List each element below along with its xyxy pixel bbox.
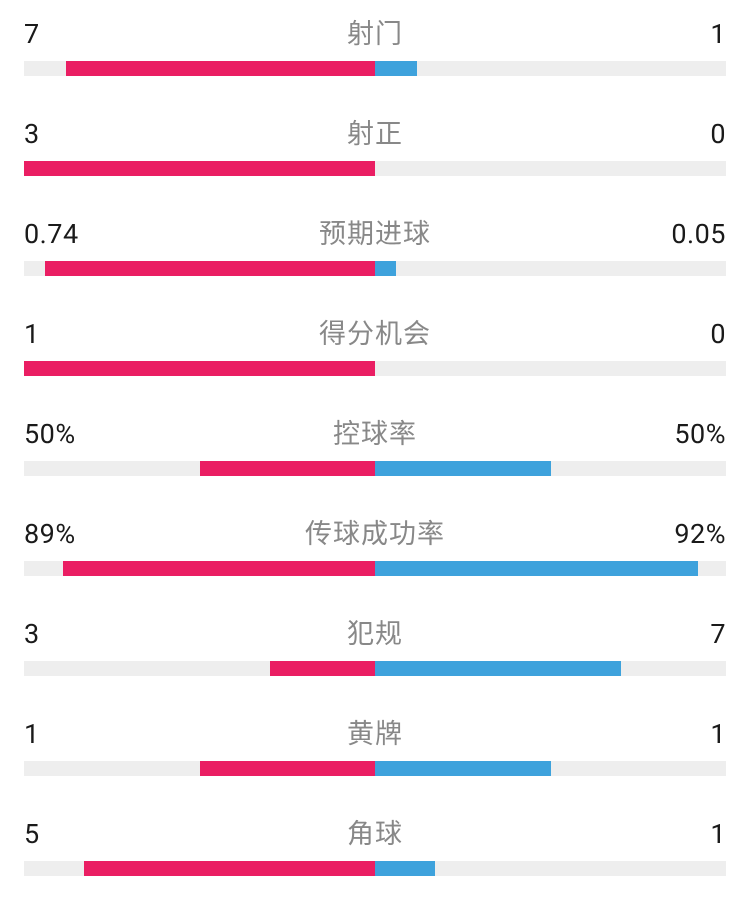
stat-header: 3犯规7 <box>24 612 726 651</box>
stat-bar-track <box>24 61 726 76</box>
stat-bar-track <box>24 461 726 476</box>
stat-bar-right-half <box>375 661 726 676</box>
stat-left-value: 50% <box>24 418 84 450</box>
stat-left-value: 0.74 <box>24 218 84 250</box>
stat-bar-track <box>24 861 726 876</box>
stat-bar-right-fill <box>375 661 621 676</box>
stat-bar-right-half <box>375 861 726 876</box>
stat-bar-left-half <box>24 61 375 76</box>
stat-header: 7射门1 <box>24 12 726 51</box>
stat-bar-right-fill <box>375 461 551 476</box>
stat-right-value: 1 <box>666 818 726 850</box>
stat-bar-left-half <box>24 561 375 576</box>
stat-left-value: 7 <box>24 18 84 50</box>
stat-left-value: 3 <box>24 118 84 150</box>
stat-right-value: 0 <box>666 118 726 150</box>
stat-bar-right-half <box>375 261 726 276</box>
stat-left-value: 1 <box>24 318 84 350</box>
stat-bar-left-fill <box>270 661 375 676</box>
stat-left-value: 1 <box>24 718 84 750</box>
stat-header: 89%传球成功率92% <box>24 512 726 551</box>
stat-right-value: 1 <box>666 18 726 50</box>
stat-right-value: 7 <box>666 618 726 650</box>
stat-bar-left-fill <box>200 761 376 776</box>
stat-bar-left-half <box>24 461 375 476</box>
stat-bar-right-half <box>375 561 726 576</box>
stat-row: 1得分机会0 <box>0 300 750 376</box>
stat-bar-left-fill <box>200 461 376 476</box>
stat-bar-left-half <box>24 161 375 176</box>
stat-bar-track <box>24 661 726 676</box>
stat-bar-right-half <box>375 761 726 776</box>
stat-bar-right-fill <box>375 861 435 876</box>
stat-bar-left-fill <box>45 261 375 276</box>
stat-label: 控球率 <box>84 412 666 451</box>
stat-label: 黄牌 <box>84 712 666 751</box>
match-stats-list: 7射门13射正00.74预期进球0.051得分机会050%控球率50%89%传球… <box>0 0 750 876</box>
stat-row: 0.74预期进球0.05 <box>0 200 750 276</box>
stat-header: 1黄牌1 <box>24 712 726 751</box>
stat-row: 3犯规7 <box>0 600 750 676</box>
stat-row: 5角球1 <box>0 800 750 876</box>
stat-bar-left-half <box>24 761 375 776</box>
stat-bar-left-half <box>24 361 375 376</box>
stat-row: 89%传球成功率92% <box>0 500 750 576</box>
stat-header: 0.74预期进球0.05 <box>24 212 726 251</box>
stat-bar-left-half <box>24 861 375 876</box>
stat-label: 得分机会 <box>84 312 666 351</box>
stat-right-value: 92% <box>666 518 726 550</box>
stat-right-value: 0 <box>666 318 726 350</box>
stat-bar-right-fill <box>375 761 551 776</box>
stat-bar-left-half <box>24 261 375 276</box>
stat-bar-left-fill <box>24 361 375 376</box>
stat-right-value: 0.05 <box>666 218 726 250</box>
stat-bar-right-fill <box>375 261 396 276</box>
stat-header: 1得分机会0 <box>24 312 726 351</box>
stat-bar-right-half <box>375 361 726 376</box>
stat-label: 预期进球 <box>84 212 666 251</box>
stat-bar-left-fill <box>66 61 375 76</box>
stat-bar-track <box>24 261 726 276</box>
stat-label: 射正 <box>84 112 666 151</box>
stat-bar-left-fill <box>84 861 375 876</box>
stat-label: 犯规 <box>84 612 666 651</box>
stat-label: 射门 <box>84 12 666 51</box>
stat-right-value: 50% <box>666 418 726 450</box>
stat-bar-track <box>24 761 726 776</box>
stat-label: 传球成功率 <box>84 512 666 551</box>
stat-right-value: 1 <box>666 718 726 750</box>
stat-row: 3射正0 <box>0 100 750 176</box>
stat-bar-right-half <box>375 461 726 476</box>
stat-left-value: 3 <box>24 618 84 650</box>
stat-row: 1黄牌1 <box>0 700 750 776</box>
stat-bar-right-half <box>375 61 726 76</box>
stat-row: 7射门1 <box>0 0 750 76</box>
stat-bar-track <box>24 161 726 176</box>
stat-bar-right-half <box>375 161 726 176</box>
stat-header: 50%控球率50% <box>24 412 726 451</box>
stat-bar-left-half <box>24 661 375 676</box>
stat-bar-track <box>24 361 726 376</box>
stat-bar-left-fill <box>24 161 375 176</box>
stat-left-value: 5 <box>24 818 84 850</box>
stat-bar-right-fill <box>375 61 417 76</box>
stat-left-value: 89% <box>24 518 84 550</box>
stat-header: 3射正0 <box>24 112 726 151</box>
stat-bar-right-fill <box>375 561 698 576</box>
stat-row: 50%控球率50% <box>0 400 750 476</box>
stat-bar-left-fill <box>63 561 375 576</box>
stat-bar-track <box>24 561 726 576</box>
stat-header: 5角球1 <box>24 812 726 851</box>
stat-label: 角球 <box>84 812 666 851</box>
